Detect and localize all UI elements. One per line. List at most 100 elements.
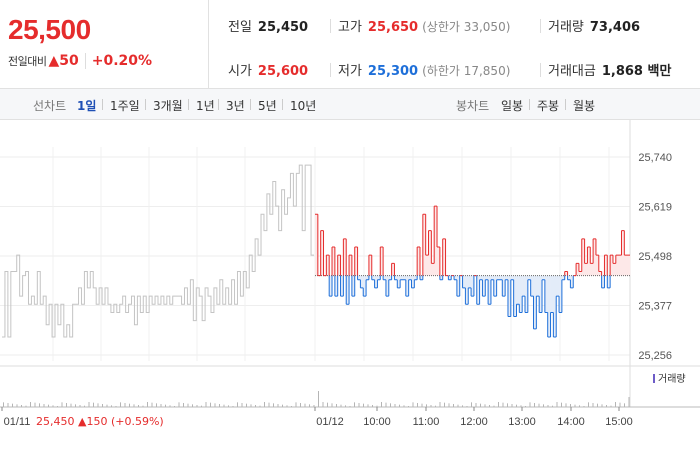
tab-1-day[interactable]: 1일	[77, 99, 97, 113]
volume-bar	[120, 402, 121, 407]
volume-bar	[277, 404, 279, 407]
stat-open-label: 시가	[228, 64, 252, 79]
tab-1-week[interactable]: 1주일	[110, 99, 140, 113]
stat-lower-limit: (하한가 17,850)	[422, 64, 511, 78]
volume-bar	[570, 404, 571, 407]
price-fill-segment	[624, 255, 628, 276]
volume-bar	[223, 404, 225, 407]
volume-bar	[520, 405, 522, 407]
change-percent: +0.20%	[84, 53, 153, 69]
volume-bar	[309, 404, 310, 407]
tab-weekly-candle[interactable]: 주봉	[537, 99, 560, 113]
volume-legend-icon	[653, 374, 655, 383]
volume-bar	[453, 404, 454, 407]
volume-bar	[565, 403, 567, 407]
price-fill-segment	[516, 275, 520, 305]
price-fill-segment	[570, 275, 574, 288]
stat-upper-limit: (상한가 33,050)	[422, 20, 511, 34]
price-fill-segment	[510, 275, 514, 280]
price-fill-segment	[513, 275, 517, 317]
volume-bar	[34, 402, 36, 407]
tab-5-years[interactable]: 5년	[258, 99, 277, 113]
volume-bar	[592, 403, 594, 407]
stat-volume: 거래량 73,406	[548, 16, 640, 35]
volume-bar	[201, 405, 202, 407]
x-tick-label: 12:00	[460, 416, 488, 428]
volume-bar	[516, 404, 517, 407]
price-fill-segment	[621, 230, 625, 276]
y-tick-label: 25,740	[638, 152, 672, 164]
price-fill-segment	[502, 275, 506, 297]
price-fill-segment	[618, 255, 622, 276]
price-fill-segment	[522, 275, 526, 297]
volume-bar	[300, 403, 301, 407]
price-fill-segment	[422, 214, 426, 276]
divider	[250, 99, 251, 110]
volume-bar	[358, 403, 360, 407]
price-fill-segment	[550, 275, 554, 313]
price-fill-segment	[488, 275, 492, 305]
volume-bar	[16, 404, 18, 407]
volume-bar	[547, 405, 549, 407]
price-fill-segment	[593, 238, 597, 276]
price-fill-segment	[383, 275, 387, 280]
stat-high: 고가 25,650 (상한가 33,050)	[338, 16, 510, 35]
volume-bar	[3, 402, 4, 407]
volume-bar	[561, 402, 562, 407]
volume-bar	[498, 402, 499, 407]
tab-3-years[interactable]: 3년	[226, 99, 245, 113]
volume-bar	[556, 402, 558, 407]
volume-bar	[322, 402, 324, 407]
volume-bar	[273, 403, 274, 407]
tab-10-years[interactable]: 10년	[290, 99, 317, 113]
y-tick-label: 25,498	[638, 251, 672, 263]
volume-bar	[331, 403, 333, 407]
prev-day-caption: 25,450 ▲150 (+0.59%)	[36, 415, 164, 428]
price-fill-segment	[456, 275, 461, 297]
volume-bar	[597, 403, 598, 407]
stat-amount-value: 1,868 백만	[601, 64, 672, 79]
volume-bar	[138, 405, 139, 407]
price-fill-segment	[496, 275, 500, 280]
volume-bar	[196, 405, 198, 407]
price-fill-segment	[493, 275, 497, 297]
price-fill-segment	[414, 275, 418, 280]
tab-1-year[interactable]: 1년	[196, 99, 215, 113]
volume-bars: 거래량	[3, 373, 686, 407]
volume-bar	[588, 402, 589, 407]
volume-bar	[349, 406, 351, 407]
volume-bar	[142, 405, 144, 407]
volume-bar	[255, 405, 256, 407]
price-fill-segment	[507, 275, 512, 317]
chart-lines	[2, 164, 630, 338]
price-fill-segment	[400, 275, 404, 280]
volume-bar	[381, 402, 382, 407]
volume-bar	[448, 403, 450, 407]
volume-bar	[403, 405, 405, 407]
x-tick-label: 10:00	[363, 416, 391, 428]
volume-bar	[246, 403, 247, 407]
price-fill-segment	[556, 275, 560, 297]
volume-bar	[363, 403, 364, 407]
tab-3-months[interactable]: 3개월	[153, 99, 183, 113]
price-fill-segment	[490, 275, 495, 280]
volume-bar	[57, 406, 58, 407]
divider	[218, 99, 219, 110]
volume-bar	[286, 405, 288, 407]
volume-bar	[88, 402, 90, 407]
tab-daily-candle[interactable]: 일봉	[501, 99, 524, 113]
price-fill-segment	[527, 275, 531, 280]
tab-monthly-candle[interactable]: 월봉	[573, 99, 596, 113]
price-fill-segment	[448, 275, 452, 280]
change-label: 전일대비	[8, 55, 47, 68]
volume-bar	[192, 404, 193, 407]
price-fill-segment	[465, 275, 469, 305]
volume-bar	[480, 403, 481, 407]
volume-bar	[574, 404, 576, 407]
chart-period-tabs: 선차트 1일 1주일 3개월 1년 3년 5년 10년 봉차트 일봉 주봉 월봉	[0, 89, 700, 120]
price-fill-segment	[420, 275, 424, 280]
y-tick-label: 25,619	[638, 202, 672, 214]
price-fill-segment	[437, 247, 441, 276]
price-fill-segment	[334, 275, 339, 297]
change-value: 50	[59, 53, 79, 69]
